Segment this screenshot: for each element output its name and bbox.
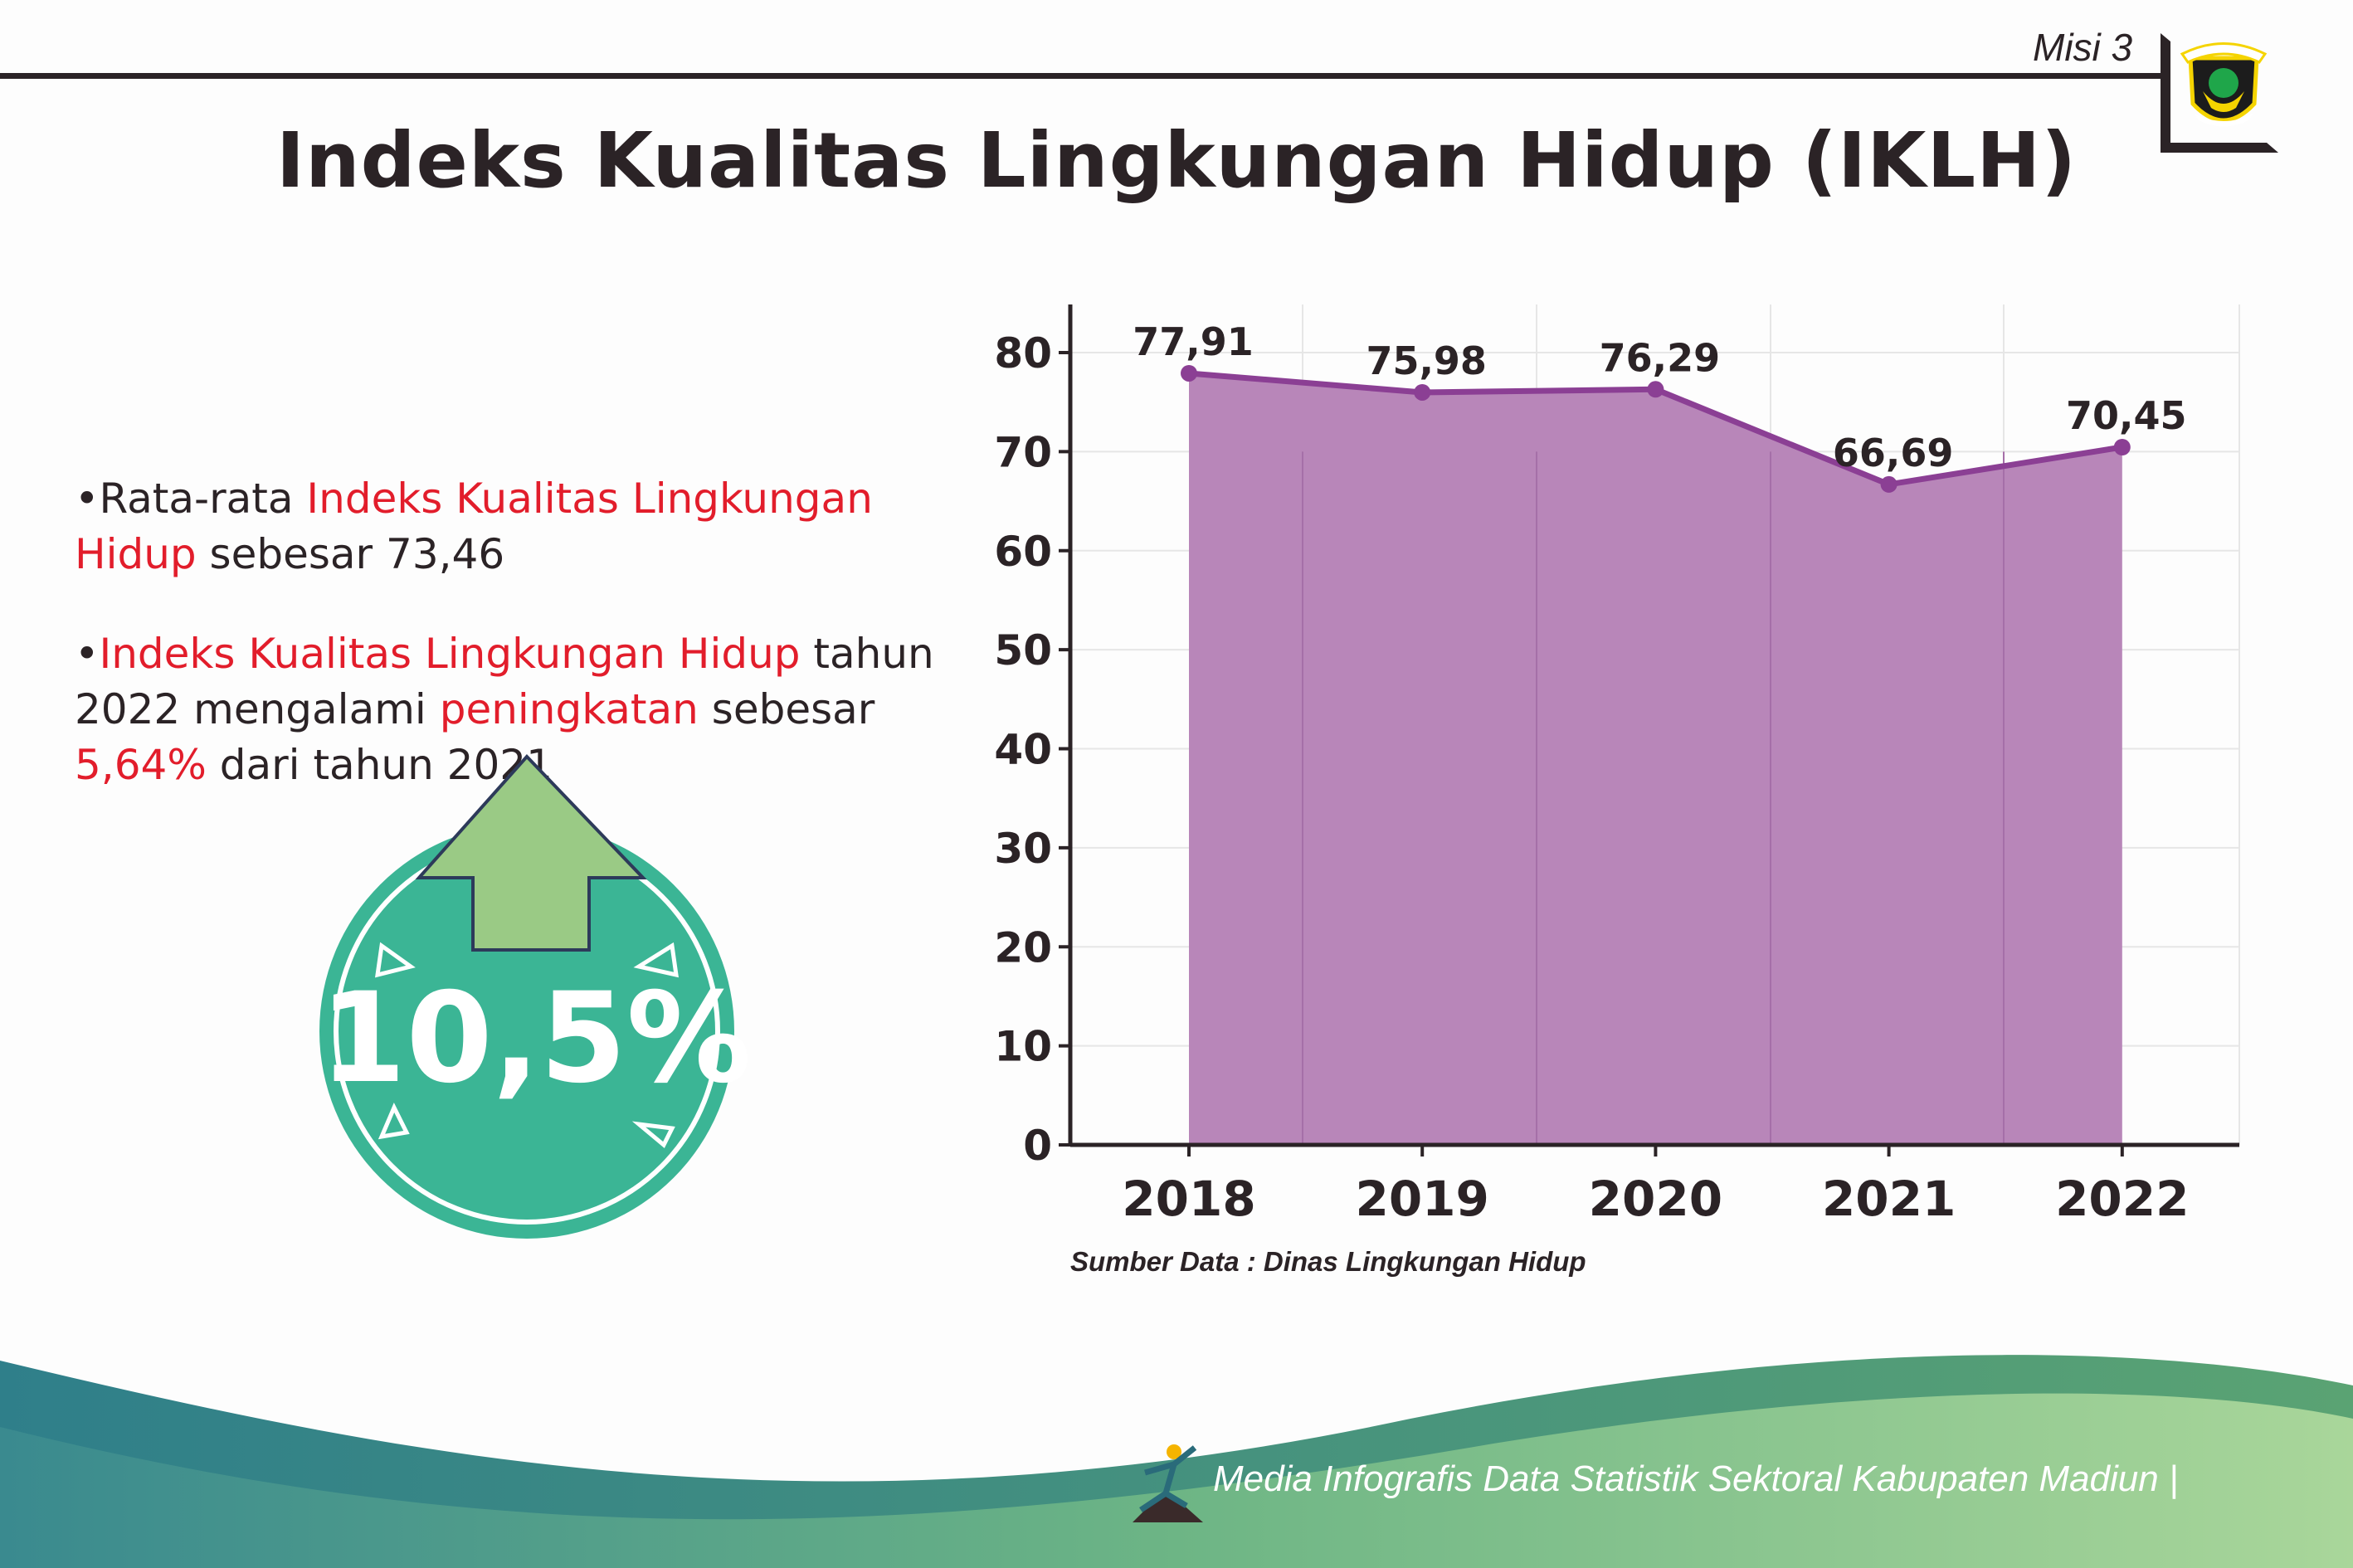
bullet-text: dari tahun 2021 — [206, 741, 553, 789]
bullet-average: •Rata-rata Indeks Kualitas Lingkungan Hi… — [75, 475, 873, 578]
data-label: 75,98 — [1366, 338, 1487, 383]
data-label: 77,91 — [1133, 319, 1254, 364]
x-tick-label: 2019 — [1355, 1171, 1488, 1227]
bullet-increase: •Indeks Kualitas Lingkungan Hidup tahun … — [75, 630, 934, 789]
bullet-highlight: peningkatan — [439, 685, 699, 733]
y-tick-label: 30 — [994, 825, 1052, 873]
data-point — [1181, 364, 1197, 382]
y-tick-label: 50 — [994, 626, 1052, 674]
data-point — [2113, 439, 2131, 456]
x-tick-label: 2020 — [1589, 1171, 1722, 1227]
y-tick-label: 20 — [994, 923, 1052, 971]
badge-value: 10,5% — [319, 967, 752, 1111]
bullet-text: Rata-rata — [99, 475, 307, 523]
data-point — [1647, 381, 1664, 398]
x-tick-label: 2021 — [1822, 1171, 1956, 1227]
y-tick-label: 0 — [1023, 1122, 1052, 1170]
area-fill — [1189, 373, 2122, 1146]
bullet-highlight: Indeks Kualitas Lingkungan Hidup — [99, 630, 801, 678]
bullet-text: sebesar 73,46 — [196, 530, 505, 578]
mission-label: Misi 3 — [2033, 26, 2133, 69]
runner-logo-icon — [1133, 1444, 1203, 1522]
data-label: 66,69 — [1833, 431, 1954, 475]
footer-text: Media Infografis Data Statistik Sektoral… — [1213, 1458, 2179, 1499]
page-title: Indeks Kualitas Lingkungan Hidup (IKLH) — [275, 116, 2078, 205]
y-tick-label: 40 — [994, 726, 1052, 774]
x-tick-label: 2018 — [1122, 1171, 1255, 1227]
bullet-text: sebesar — [698, 685, 875, 733]
y-tick-label: 70 — [994, 428, 1052, 476]
data-point — [1414, 383, 1431, 401]
data-label: 70,45 — [2066, 393, 2187, 438]
data-label: 76,29 — [1600, 335, 1721, 380]
kabupaten-madiun-logo — [2180, 42, 2268, 127]
bullet-highlight: 5,64% — [75, 741, 207, 789]
y-tick-label: 60 — [994, 528, 1052, 576]
y-tick-label: 10 — [994, 1023, 1052, 1071]
sparkle-icon — [374, 942, 679, 1148]
data-source: Sumber Data : Dinas Lingkungan Hidup — [1070, 1246, 1586, 1277]
badge-circle — [319, 824, 734, 1239]
header-divider — [0, 73, 2161, 79]
x-tick-label: 2022 — [2055, 1171, 2189, 1227]
bullet-text: tahun 2022 mengalami — [75, 630, 934, 733]
arrow-up-icon — [415, 754, 647, 952]
y-tick-label: 80 — [994, 329, 1052, 377]
increase-badge — [319, 754, 734, 1239]
data-point — [1880, 475, 1898, 493]
iklh-chart: 77,91 2018 75,98 2019 76,29 2020 66,69 2021 70,4… — [994, 304, 2240, 1227]
bullet-highlight: Indeks Kualitas Lingkungan Hidup — [75, 475, 873, 578]
